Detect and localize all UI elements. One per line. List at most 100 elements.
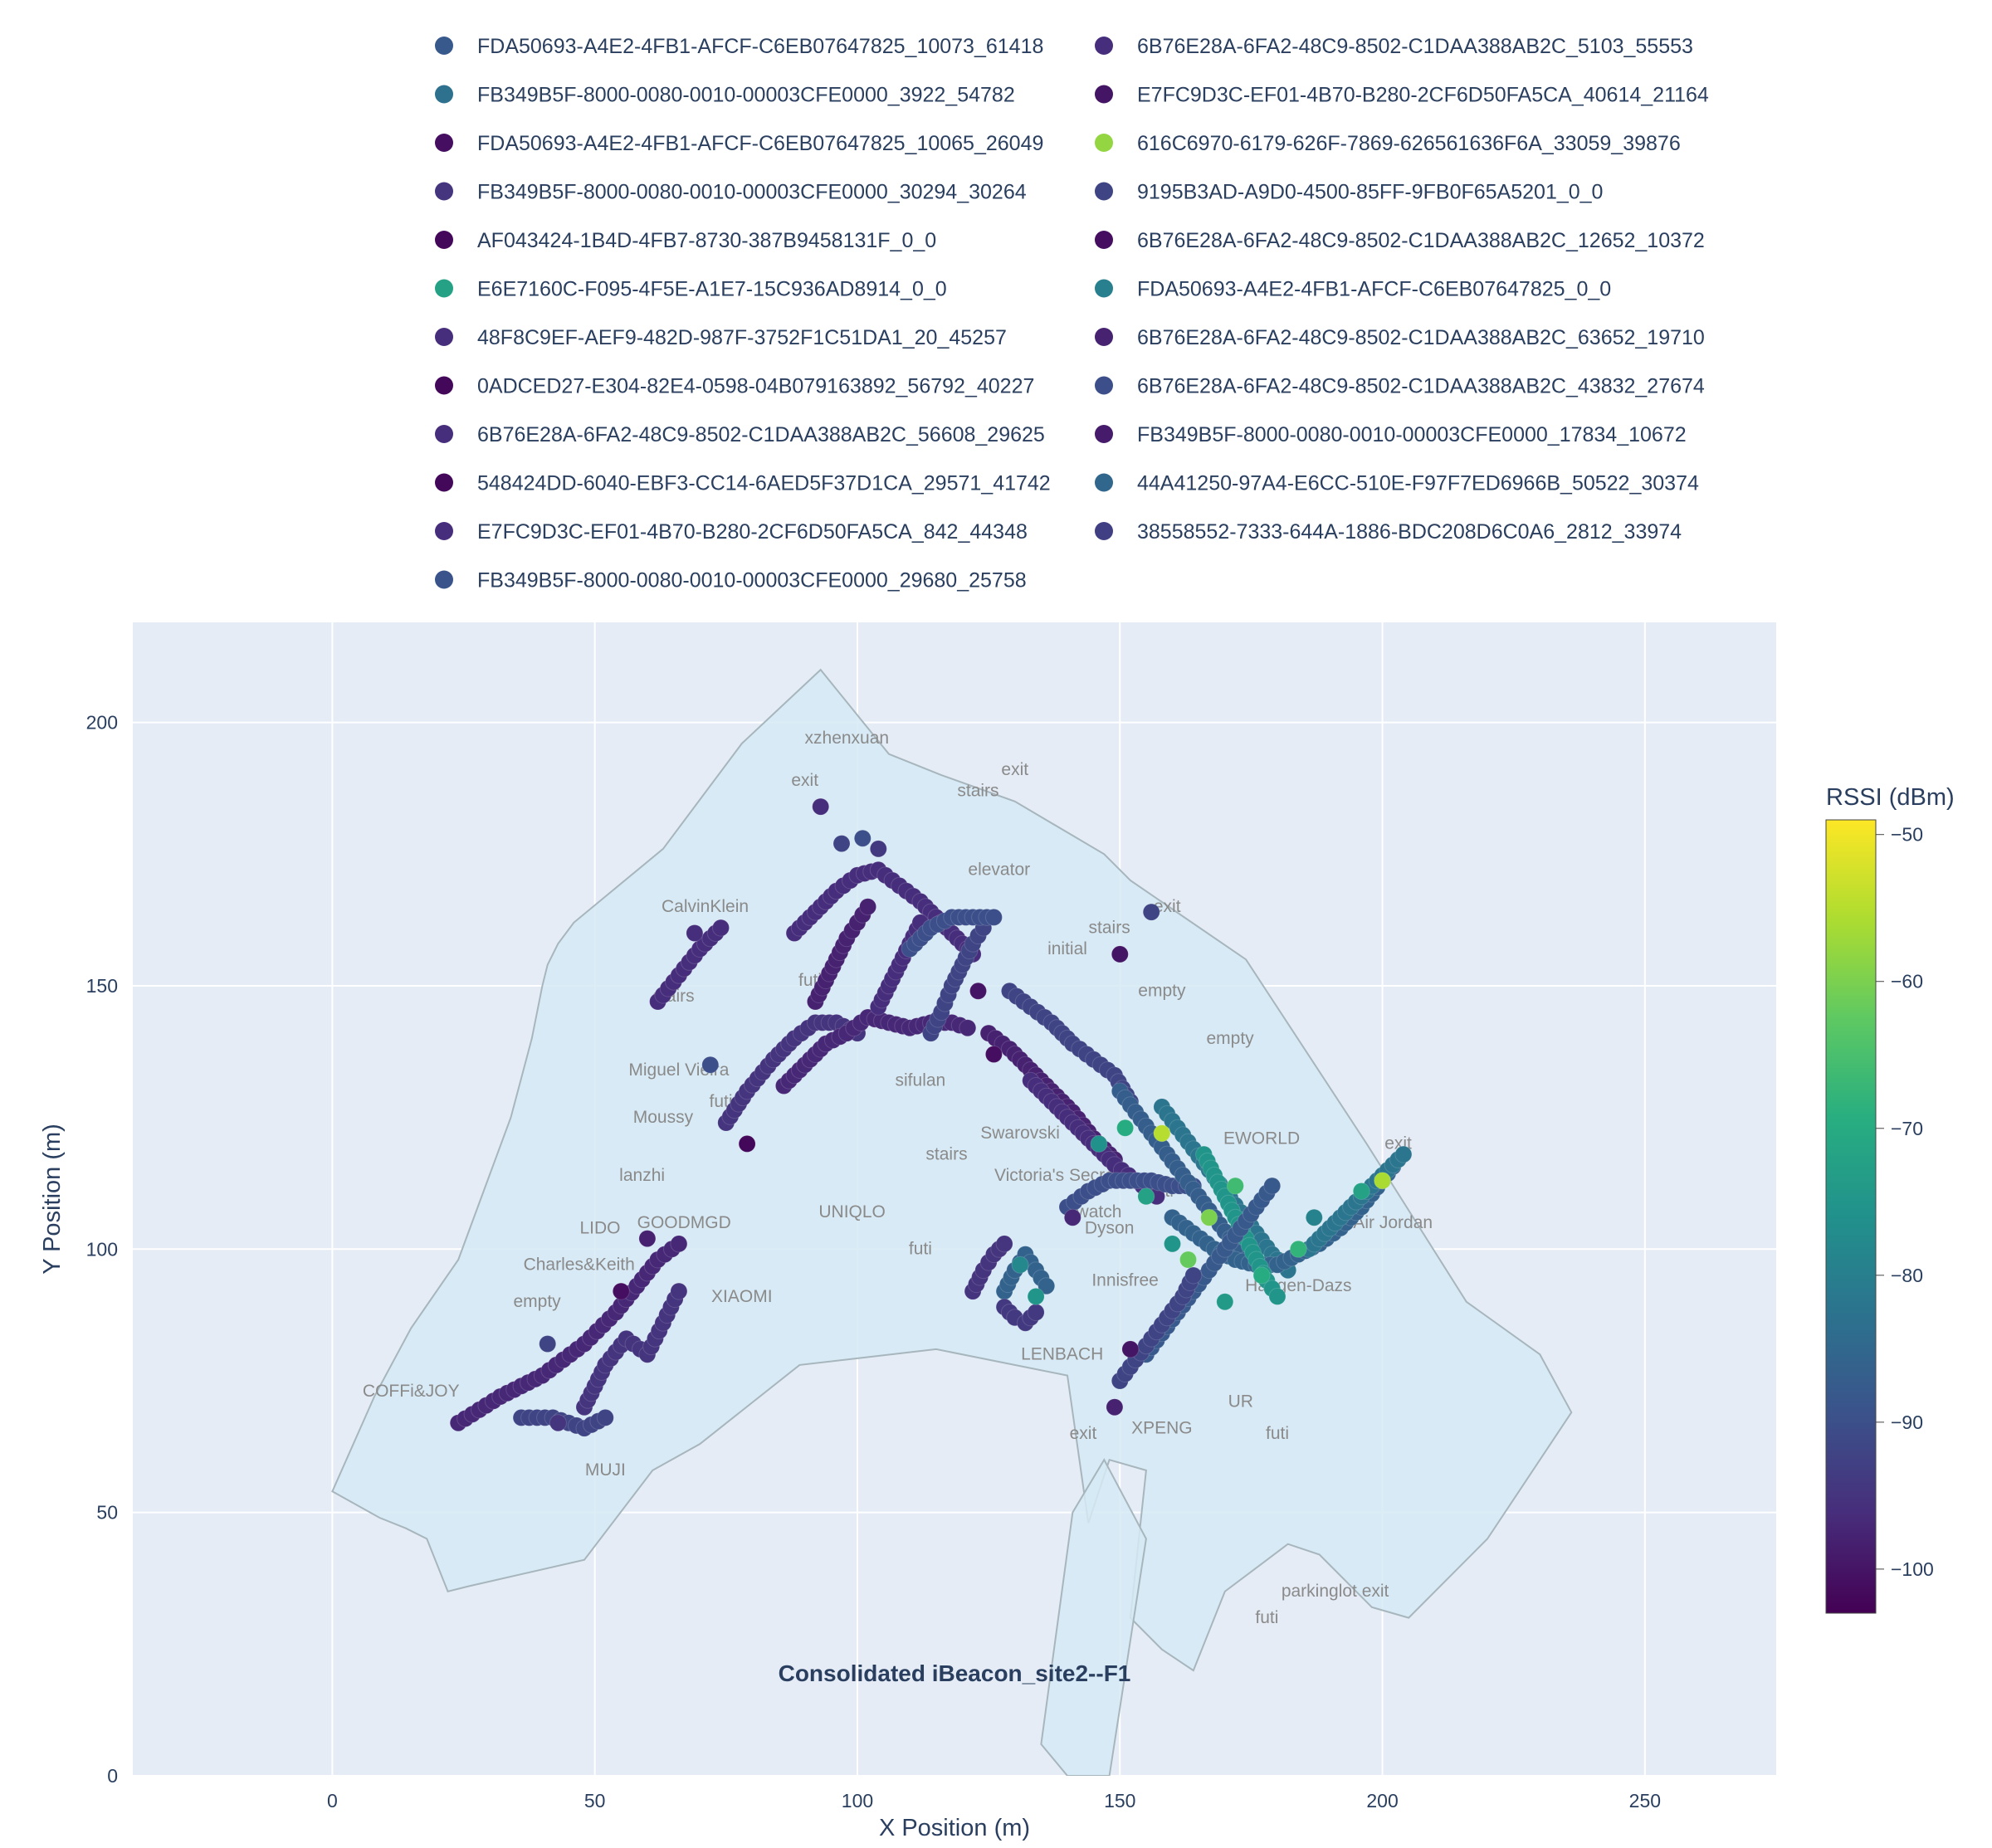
- store-label: futi: [1266, 1424, 1289, 1443]
- legend-entry[interactable]: FDA50693-A4E2-4FB1-AFCF-C6EB07647825_100…: [477, 132, 1043, 155]
- y-tick-label: 100: [86, 1238, 118, 1260]
- colorbar-tick-label: −70: [1891, 1118, 1923, 1139]
- floor-outline: [331, 668, 1573, 1672]
- beacon-point: [859, 898, 877, 916]
- legend-entry[interactable]: FB349B5F-8000-0080-0010-00003CFE0000_392…: [477, 84, 1015, 107]
- legend-marker[interactable]: [435, 522, 453, 540]
- beacon-point: [995, 1235, 1013, 1253]
- store-label: Air Jordan: [1353, 1213, 1433, 1232]
- beacon-point: [1116, 1119, 1135, 1137]
- x-tick-label: 0: [327, 1790, 338, 1811]
- legend-marker[interactable]: [1095, 85, 1113, 104]
- legend-entry[interactable]: 44A41250-97A4-E6CC-510E-F97F7ED6966B_505…: [1137, 472, 1699, 495]
- legend-entry[interactable]: FB349B5F-8000-0080-0010-00003CFE0000_296…: [477, 569, 1027, 592]
- x-tick-label: 250: [1629, 1790, 1661, 1811]
- colorbar-tick-label: −80: [1891, 1265, 1923, 1286]
- legend-marker[interactable]: [435, 425, 453, 443]
- legend-marker[interactable]: [435, 279, 453, 298]
- legend-entry[interactable]: 616C6970-6179-626F-7869-626561636F6A_330…: [1137, 132, 1681, 155]
- legend-entry[interactable]: E6E7160C-F095-4F5E-A1E7-15C936AD8914_0_0: [477, 278, 947, 301]
- store-label: stairs: [1089, 918, 1130, 937]
- y-axis-title: Y Position (m): [39, 1124, 66, 1275]
- store-label: empty: [513, 1292, 561, 1311]
- legend-entry[interactable]: FDA50693-A4E2-4FB1-AFCF-C6EB07647825_0_0: [1137, 278, 1611, 301]
- legend-marker[interactable]: [1095, 425, 1113, 443]
- legend-entry[interactable]: 6B76E28A-6FA2-48C9-8502-C1DAA388AB2C_438…: [1137, 375, 1705, 398]
- store-label: sifulan: [896, 1071, 946, 1090]
- beacon-point: [1038, 1277, 1056, 1295]
- beacon-point: [1011, 1256, 1029, 1274]
- beacon-point: [1179, 1251, 1197, 1269]
- store-label: Moussy: [633, 1108, 694, 1127]
- legend-marker[interactable]: [1095, 37, 1113, 55]
- store-label: exit: [1154, 897, 1181, 916]
- legend-marker[interactable]: [435, 376, 453, 395]
- legend-entry[interactable]: 38558552-7333-644A-1886-BDC208D6C0A6_281…: [1137, 520, 1682, 544]
- legend-marker[interactable]: [1095, 279, 1113, 298]
- beacon-point: [984, 1046, 1003, 1063]
- legend-entry[interactable]: 48F8C9EF-AEF9-482D-987F-3752F1C51DA1_20_…: [477, 326, 1007, 349]
- legend[interactable]: FDA50693-A4E2-4FB1-AFCF-C6EB07647825_100…: [435, 35, 1709, 592]
- legend-entry[interactable]: 9195B3AD-A9D0-4500-85FF-9FB0F65A5201_0_0: [1137, 181, 1603, 204]
- beacon-point: [1226, 1177, 1244, 1195]
- legend-entry[interactable]: E7FC9D3C-EF01-4B70-B280-2CF6D50FA5CA_842…: [477, 520, 1028, 544]
- legend-marker[interactable]: [1095, 376, 1113, 395]
- legend-entry[interactable]: 548424DD-6040-EBF3-CC14-6AED5F37D1CA_295…: [477, 472, 1051, 495]
- legend-entry[interactable]: 6B76E28A-6FA2-48C9-8502-C1DAA388AB2C_126…: [1137, 229, 1705, 252]
- beacon-point: [1216, 1293, 1234, 1311]
- y-tick-label: 0: [107, 1765, 118, 1787]
- beacon-point: [638, 1230, 657, 1248]
- beacon-point: [1352, 1182, 1370, 1200]
- store-label: initial: [1047, 939, 1087, 958]
- store-label: Dyson: [1085, 1218, 1135, 1237]
- store-label: GOODMGD: [637, 1213, 731, 1232]
- legend-entry[interactable]: FDA50693-A4E2-4FB1-AFCF-C6EB07647825_100…: [477, 35, 1043, 58]
- legend-entry[interactable]: 0ADCED27-E304-82E4-0598-04B079163892_567…: [477, 375, 1034, 398]
- legend-entry[interactable]: E7FC9D3C-EF01-4B70-B280-2CF6D50FA5CA_406…: [1137, 84, 1709, 107]
- beacon-point: [539, 1335, 557, 1353]
- legend-marker[interactable]: [1095, 182, 1113, 201]
- legend-entry[interactable]: FB349B5F-8000-0080-0010-00003CFE0000_302…: [477, 181, 1027, 204]
- beacon-point: [686, 924, 704, 942]
- beacon-points: [449, 797, 1413, 1437]
- legend-marker[interactable]: [435, 570, 453, 589]
- legend-entry[interactable]: AF043424-1B4D-4FB7-8730-387B9458131F_0_0: [477, 229, 936, 252]
- beacon-point: [1289, 1240, 1307, 1258]
- legend-marker[interactable]: [435, 473, 453, 492]
- beacon-point: [1111, 945, 1129, 963]
- beacon-point: [670, 1282, 688, 1300]
- store-label: XIAOMI: [711, 1287, 773, 1306]
- legend-entry[interactable]: 6B76E28A-6FA2-48C9-8502-C1DAA388AB2C_636…: [1137, 326, 1705, 349]
- legend-marker[interactable]: [435, 182, 453, 201]
- x-tick-label: 50: [584, 1790, 606, 1811]
- legend-marker[interactable]: [1095, 522, 1113, 540]
- legend-marker[interactable]: [1095, 473, 1113, 492]
- beacon-point: [1142, 903, 1160, 921]
- legend-entry[interactable]: 6B76E28A-6FA2-48C9-8502-C1DAA388AB2C_566…: [477, 423, 1045, 446]
- beacon-point: [1374, 1172, 1392, 1190]
- legend-marker[interactable]: [1095, 134, 1113, 152]
- beacon-point: [738, 1134, 756, 1153]
- legend-marker[interactable]: [435, 328, 453, 346]
- colorbar-tick-label: −50: [1891, 824, 1923, 846]
- beacon-point: [1305, 1208, 1323, 1226]
- legend-marker[interactable]: [435, 85, 453, 104]
- legend-entry[interactable]: 6B76E28A-6FA2-48C9-8502-C1DAA388AB2C_510…: [1137, 35, 1693, 58]
- legend-marker[interactable]: [1095, 231, 1113, 249]
- colorbar-tick-label: −100: [1891, 1558, 1934, 1580]
- legend-marker[interactable]: [435, 231, 453, 249]
- store-label: exit: [1070, 1424, 1097, 1443]
- legend-marker[interactable]: [435, 134, 453, 152]
- colorbar-title: RSSI (dBm): [1826, 784, 1955, 811]
- legend-marker[interactable]: [1095, 328, 1113, 346]
- legend-entry[interactable]: FB349B5F-8000-0080-0010-00003CFE0000_178…: [1137, 423, 1687, 446]
- store-label: empty: [1138, 982, 1186, 1001]
- store-label: UR: [1228, 1392, 1253, 1412]
- beacon-point: [1268, 1287, 1286, 1305]
- legend-marker[interactable]: [435, 37, 453, 55]
- beacon-point: [1063, 1208, 1081, 1226]
- store-label: exit: [1001, 760, 1028, 779]
- store-label: stairs: [957, 781, 998, 800]
- store-label: CalvinKlein: [662, 897, 749, 916]
